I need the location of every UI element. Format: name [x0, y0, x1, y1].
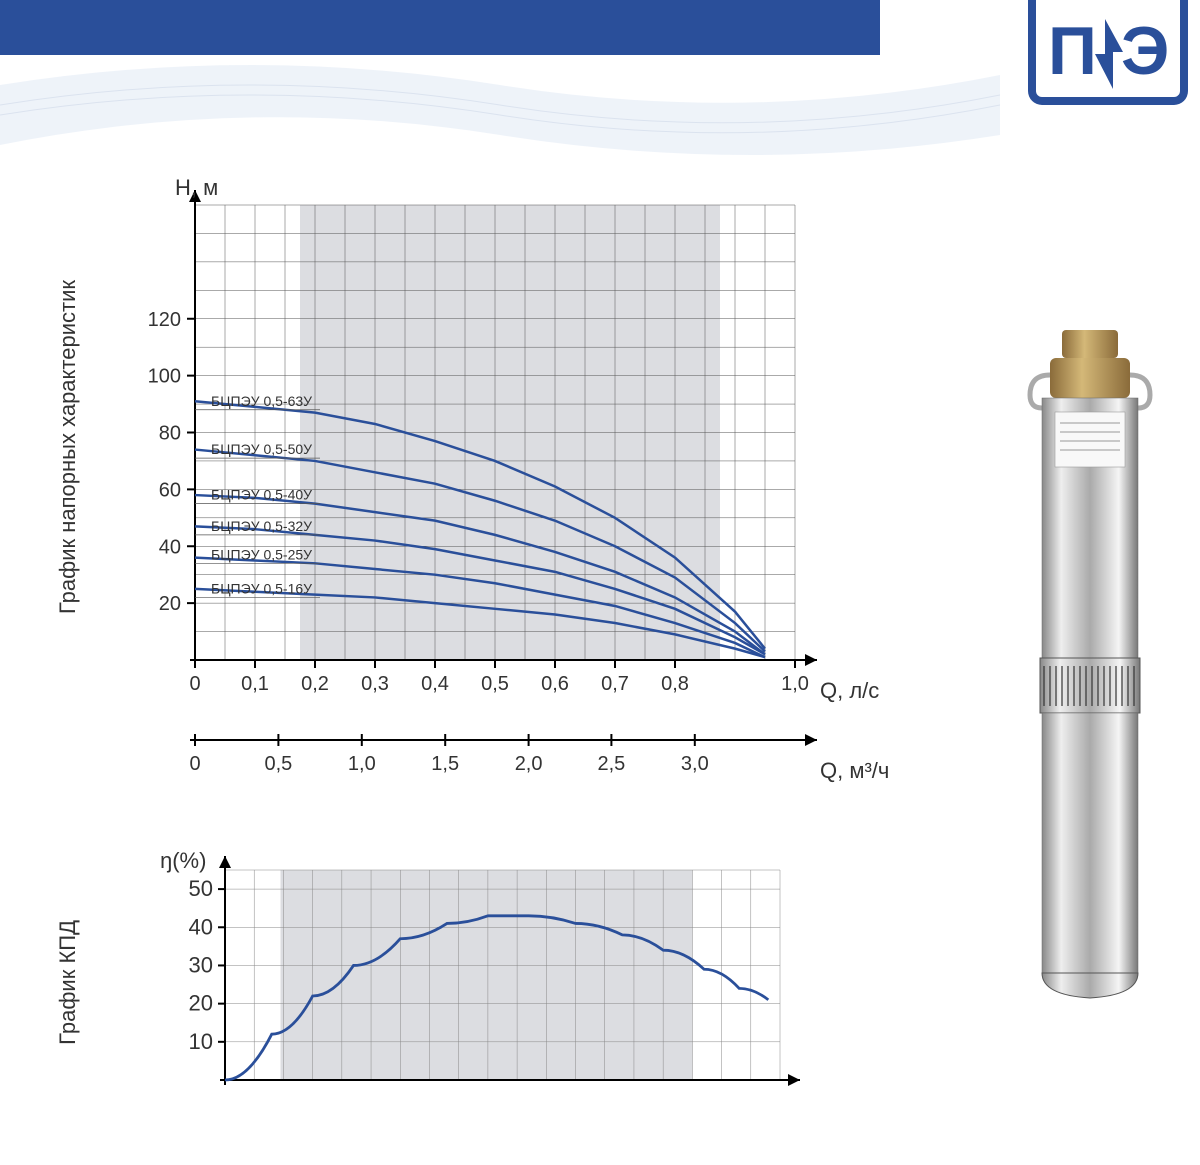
- svg-text:20: 20: [189, 991, 213, 1016]
- eff-chart: 10 20 30 40 50: [0, 0, 900, 1165]
- eff-y-axis-label: ŋ(%): [160, 848, 206, 874]
- logo-svg: П Э: [1043, 4, 1173, 94]
- svg-text:Э: Э: [1121, 13, 1169, 89]
- svg-text:П: П: [1048, 13, 1097, 89]
- svg-text:30: 30: [189, 952, 213, 977]
- svg-text:40: 40: [189, 914, 213, 939]
- svg-text:50: 50: [189, 876, 213, 901]
- pump-image: [1020, 330, 1160, 1000]
- svg-text:10: 10: [189, 1029, 213, 1054]
- logo-box: П Э: [1028, 0, 1188, 105]
